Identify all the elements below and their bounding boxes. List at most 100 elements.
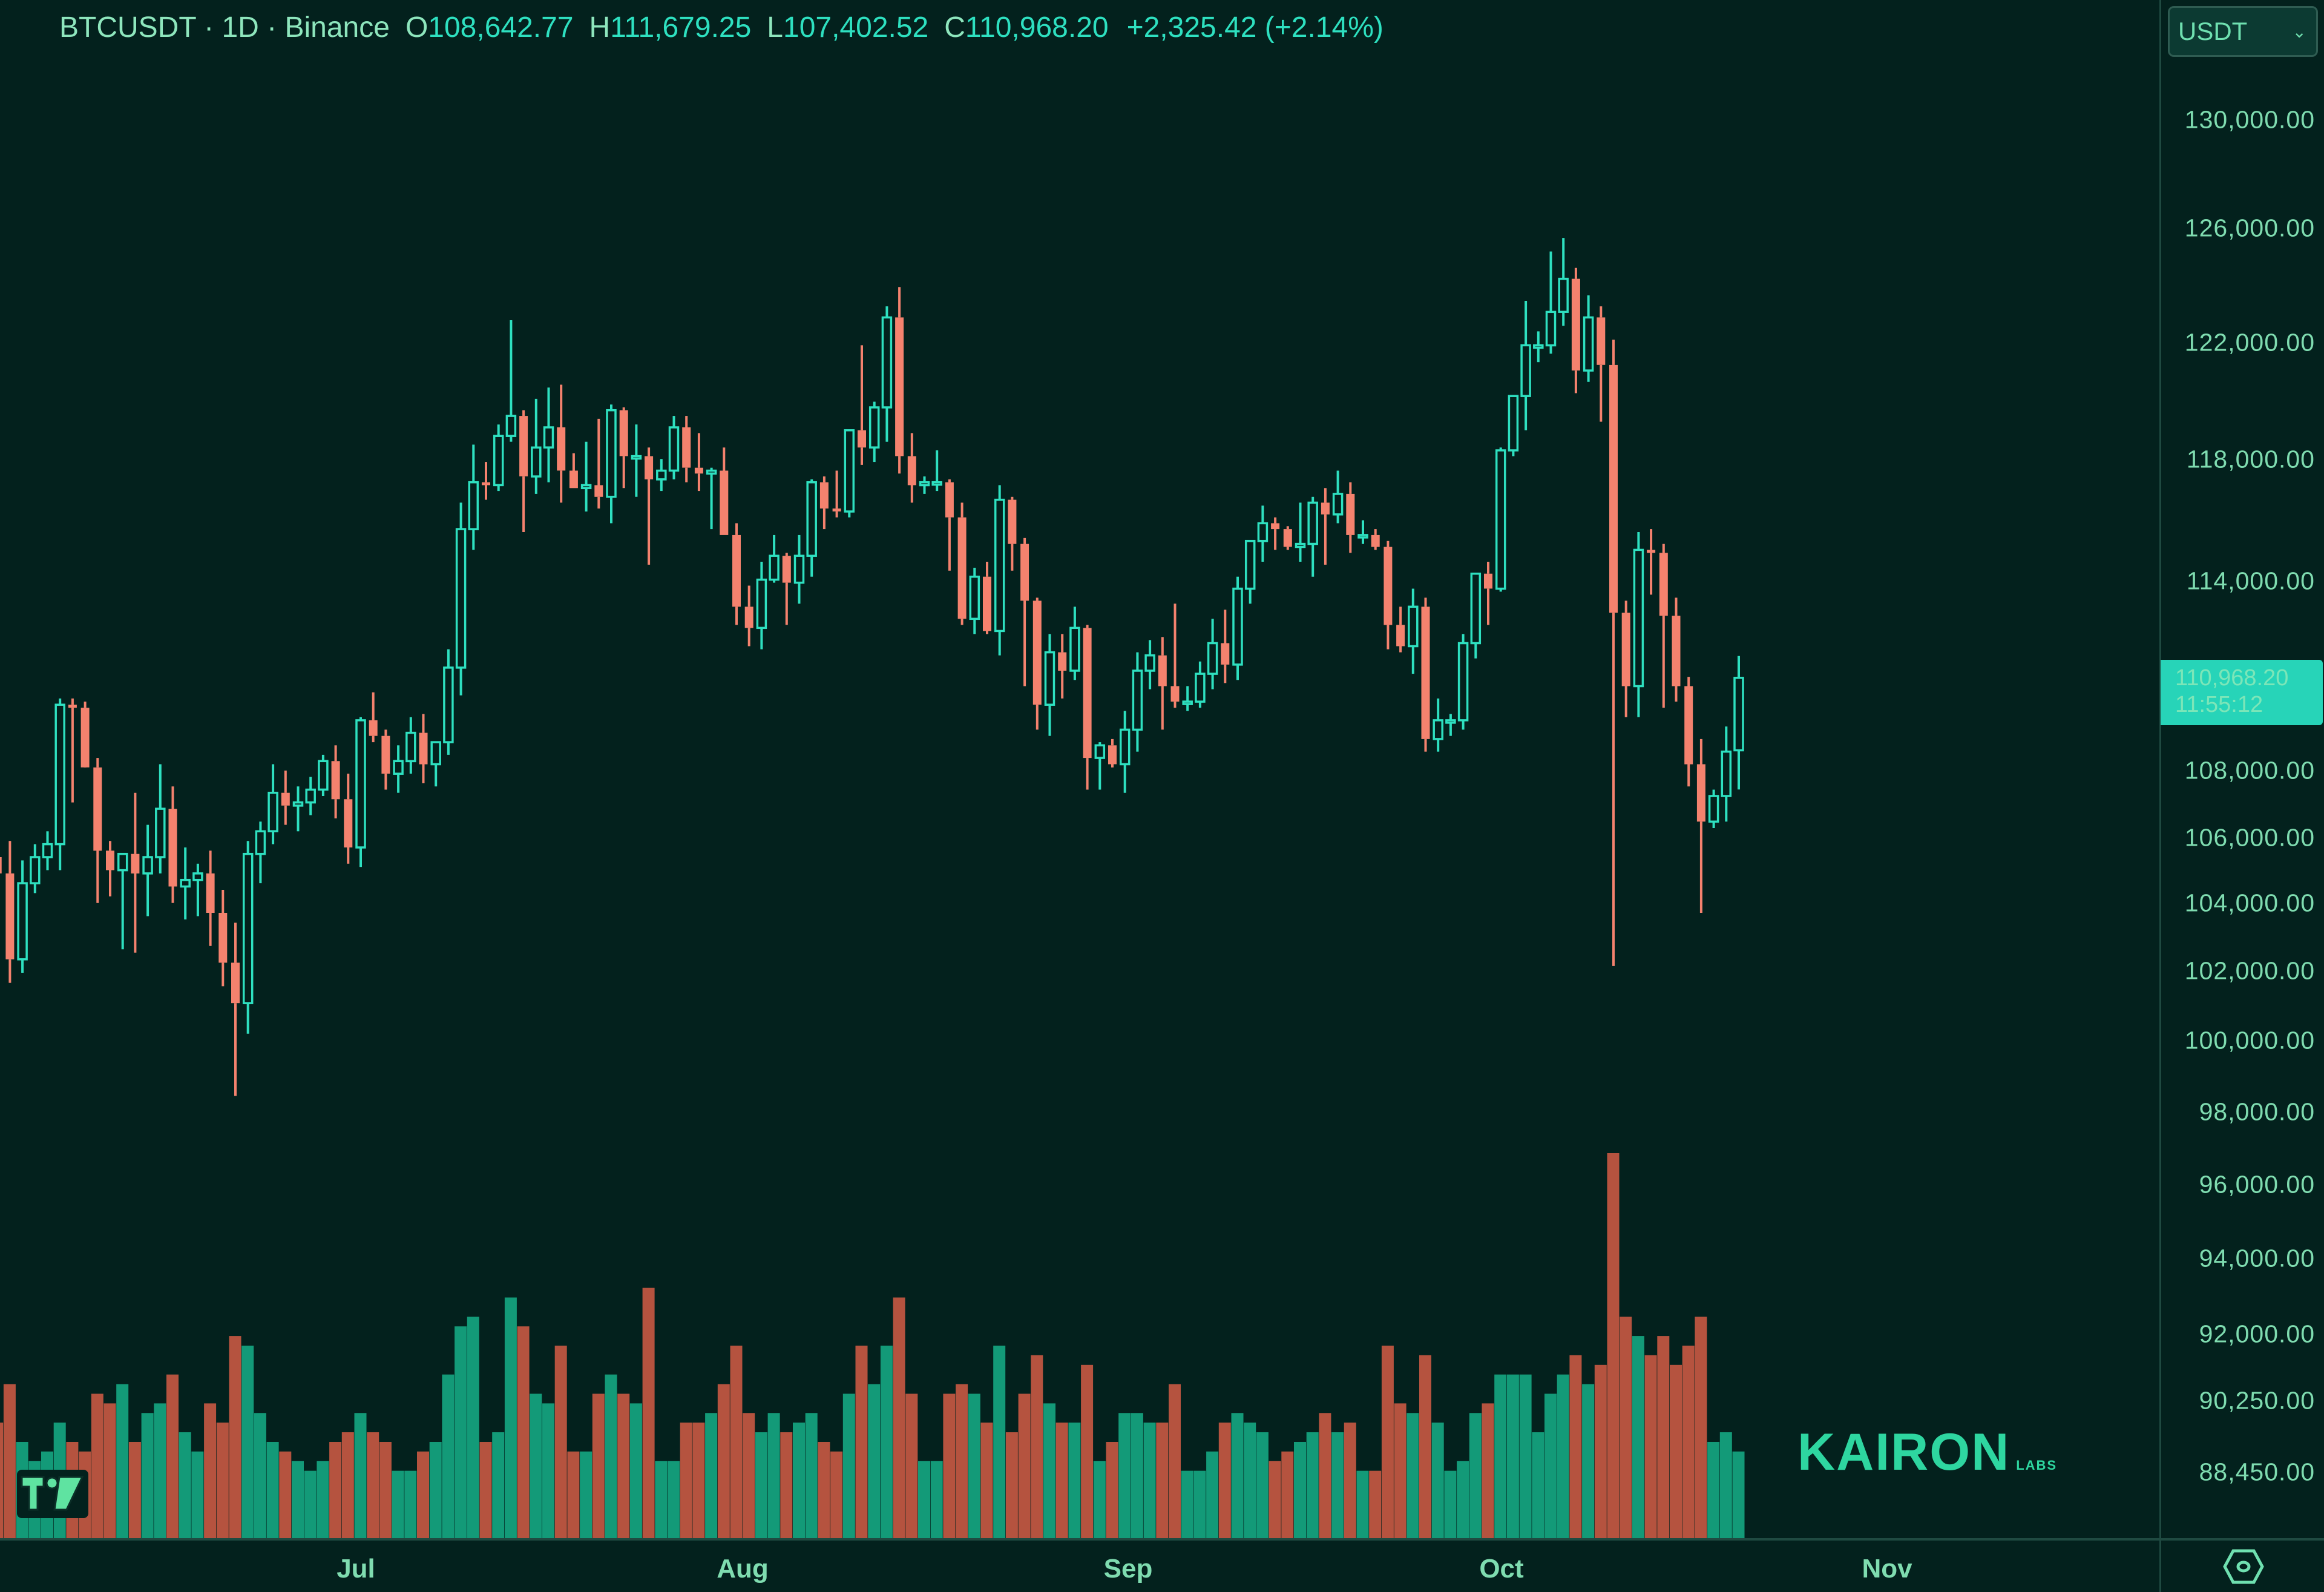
candle-up[interactable] <box>155 808 166 858</box>
candle-up[interactable] <box>580 484 592 490</box>
candle-up[interactable] <box>393 760 404 775</box>
candle-down[interactable] <box>782 556 791 583</box>
candle-up[interactable] <box>318 760 329 791</box>
candle-up[interactable] <box>1470 572 1482 645</box>
candle-down[interactable] <box>1032 600 1042 705</box>
chart-plot-area[interactable] <box>0 0 2159 1538</box>
candle-up[interactable] <box>30 856 41 884</box>
candle-down[interactable] <box>5 873 15 959</box>
candle-up[interactable] <box>180 878 191 888</box>
candle-down[interactable] <box>1484 573 1492 589</box>
candle-up[interactable] <box>1132 669 1143 731</box>
candle-down[interactable] <box>1321 502 1330 515</box>
candle-up[interactable] <box>493 435 504 487</box>
candle-up[interactable] <box>242 852 254 1004</box>
candle-up[interactable] <box>443 666 454 743</box>
candle-down[interactable] <box>557 427 566 471</box>
candle-down[interactable] <box>1283 529 1292 547</box>
candle-down[interactable] <box>206 873 215 913</box>
candle-down[interactable] <box>419 732 428 765</box>
candle-down[interactable] <box>645 456 654 479</box>
candle-down[interactable] <box>381 735 390 774</box>
candle-up[interactable] <box>1733 677 1744 752</box>
candle-down[interactable] <box>1571 278 1580 371</box>
candle-up[interactable] <box>192 872 203 881</box>
candle-up[interactable] <box>1633 548 1644 688</box>
candle-down[interactable] <box>344 799 353 847</box>
candle-down[interactable] <box>1108 745 1117 765</box>
candle-down[interactable] <box>131 854 140 873</box>
candle-down[interactable] <box>895 317 904 456</box>
candle-down[interactable] <box>1597 317 1606 365</box>
candle-down[interactable] <box>281 792 290 806</box>
candle-up[interactable] <box>1257 522 1269 542</box>
candle-up[interactable] <box>17 882 28 961</box>
candle-up[interactable] <box>844 429 855 513</box>
candle-up[interactable] <box>668 426 680 472</box>
candle-up[interactable] <box>468 481 479 530</box>
candle-up[interactable] <box>1445 719 1456 724</box>
candle-down[interactable] <box>945 482 954 518</box>
candle-down[interactable] <box>1020 544 1029 601</box>
candle-down[interactable] <box>1271 523 1280 530</box>
candle-up[interactable] <box>1232 587 1243 666</box>
candle-up[interactable] <box>531 446 542 478</box>
candle-down[interactable] <box>819 482 829 509</box>
tradingview-logo[interactable] <box>17 1470 88 1518</box>
candle-up[interactable] <box>969 575 980 620</box>
candle-down[interactable] <box>231 962 240 1004</box>
candle-up[interactable] <box>656 469 667 481</box>
candle-down[interactable] <box>1659 553 1668 616</box>
candle-down[interactable] <box>106 850 114 870</box>
candle-down[interactable] <box>1371 535 1380 547</box>
candle-up[interactable] <box>756 578 767 630</box>
candle-down[interactable] <box>983 576 991 631</box>
candle-up[interactable] <box>1457 642 1469 722</box>
candle-down[interactable] <box>720 470 729 535</box>
candle-down[interactable] <box>1684 686 1693 765</box>
symbol-title[interactable]: BTCUSDT · 1D · Binance <box>59 12 390 44</box>
candle-up[interactable] <box>1119 728 1131 766</box>
candle-up[interactable] <box>292 801 304 807</box>
candle-up[interactable] <box>1721 750 1732 797</box>
candle-down[interactable] <box>732 535 741 607</box>
candle-up[interactable] <box>255 830 266 855</box>
candle-up[interactable] <box>1520 344 1531 397</box>
candle-up[interactable] <box>305 788 316 804</box>
candle-up[interactable] <box>355 719 366 849</box>
candle-up[interactable] <box>1533 344 1544 349</box>
candle-up[interactable] <box>1207 642 1218 675</box>
candle-up[interactable] <box>142 856 153 875</box>
candle-up[interactable] <box>543 426 554 449</box>
candle-up[interactable] <box>606 409 617 498</box>
candle-down[interactable] <box>682 427 691 468</box>
candle-up[interactable] <box>806 481 817 557</box>
candle-up[interactable] <box>1583 316 1594 372</box>
candle-up[interactable] <box>1094 744 1106 759</box>
candle-down[interactable] <box>68 705 77 708</box>
candle-up[interactable] <box>405 731 416 763</box>
candle-down[interactable] <box>1396 625 1405 646</box>
candle-down[interactable] <box>80 708 90 768</box>
candle-up[interactable] <box>1558 277 1569 313</box>
candle-up[interactable] <box>881 316 893 409</box>
candle-down[interactable] <box>1647 550 1656 553</box>
candle-down[interactable] <box>1672 616 1681 686</box>
candlestick-chart[interactable] <box>0 0 2159 1538</box>
candle-down[interactable] <box>1170 686 1180 702</box>
candle-up[interactable] <box>268 791 278 832</box>
candle-down[interactable] <box>1058 652 1067 671</box>
candle-down[interactable] <box>1221 643 1230 665</box>
candle-down[interactable] <box>858 430 866 448</box>
candle-down[interactable] <box>569 470 578 488</box>
candle-down[interactable] <box>331 761 340 800</box>
candle-down[interactable] <box>369 720 378 736</box>
candle-down[interactable] <box>218 913 228 963</box>
candle-up[interactable] <box>994 498 1005 633</box>
candle-down[interactable] <box>1421 607 1430 739</box>
axis-settings-button[interactable] <box>2159 1538 2324 1592</box>
candle-up[interactable] <box>1495 449 1506 590</box>
candle-up[interactable] <box>868 406 880 449</box>
candle-down[interactable] <box>168 809 177 887</box>
candle-down[interactable] <box>594 485 603 497</box>
